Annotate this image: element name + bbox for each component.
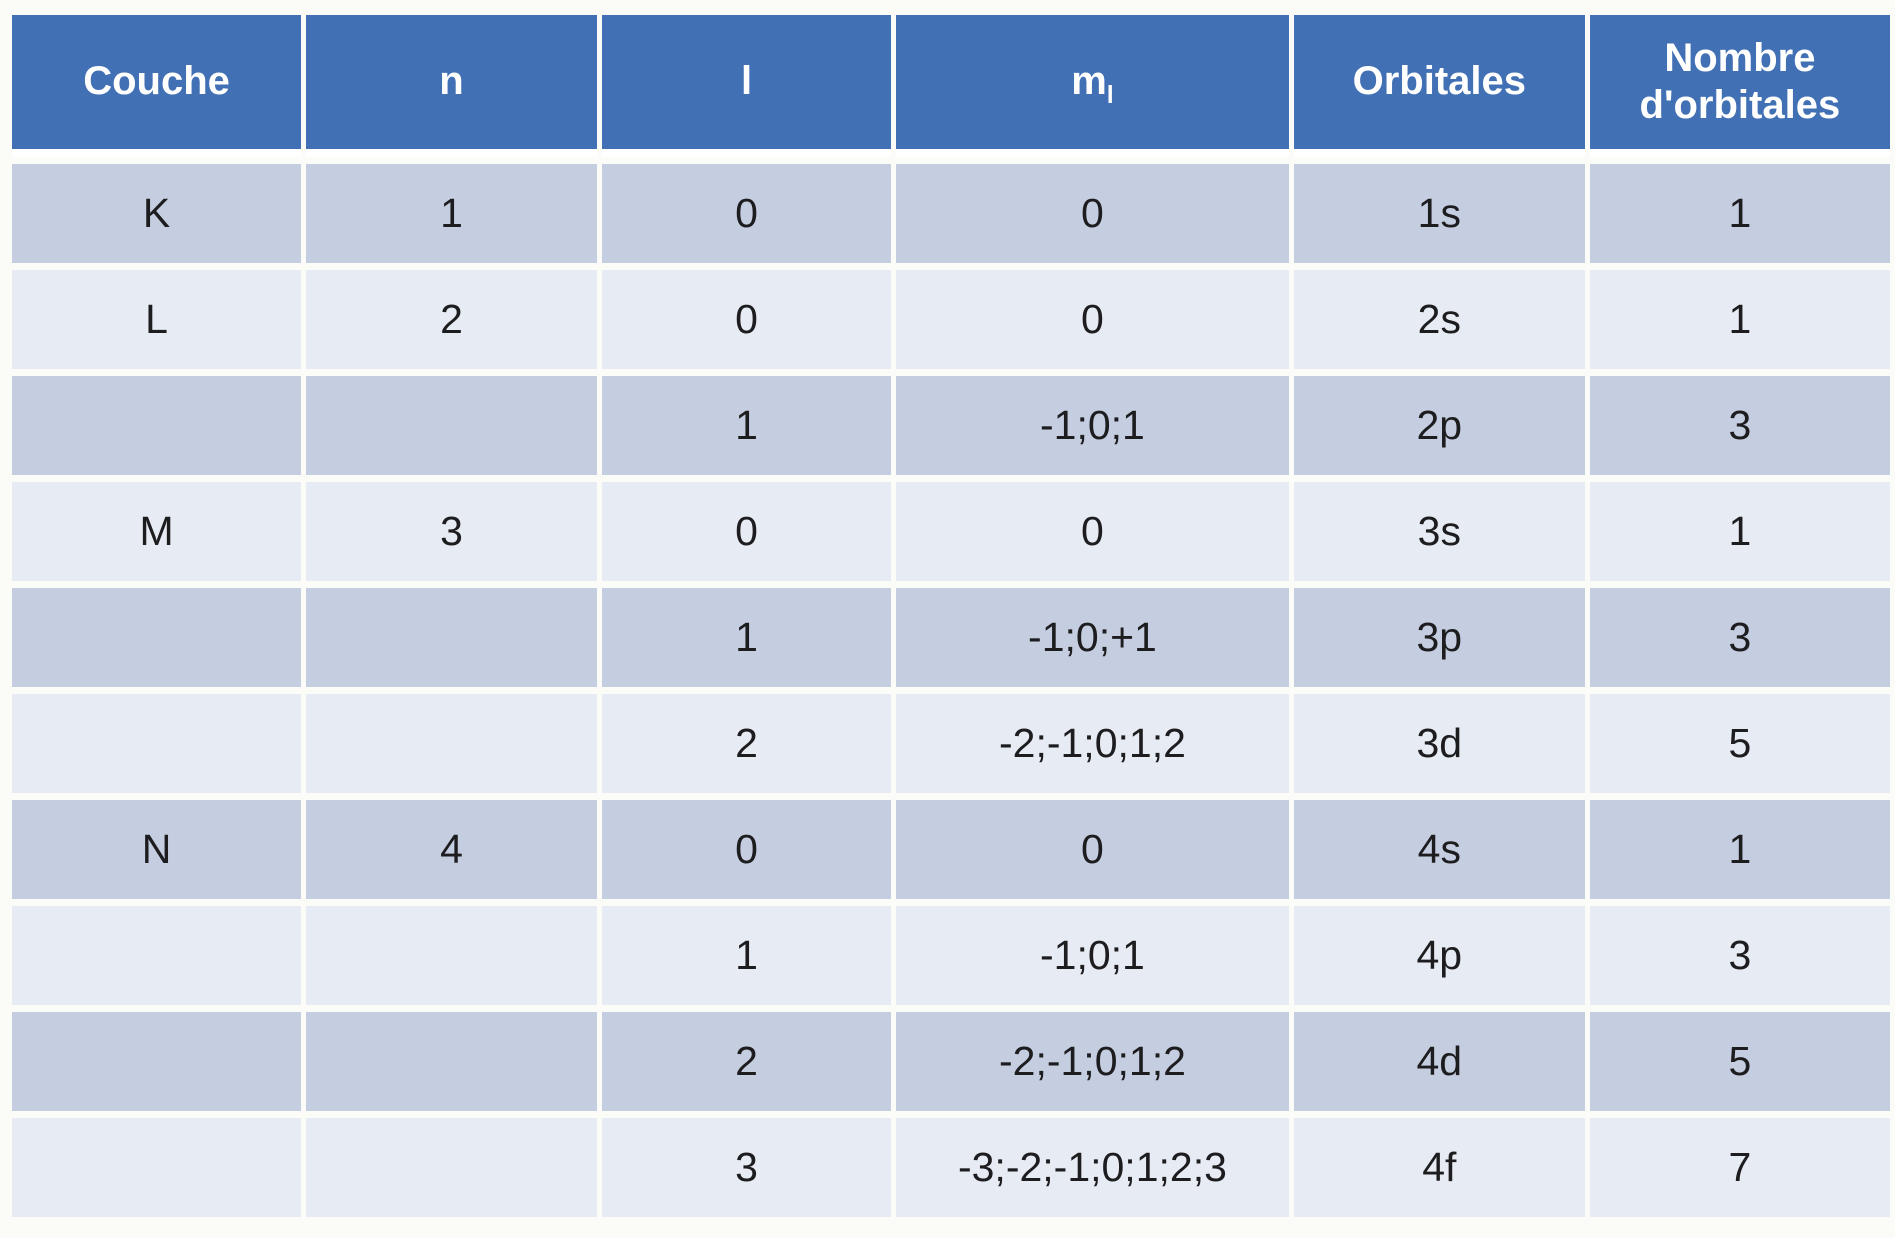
cell-orbitales: 4p bbox=[1293, 906, 1585, 1005]
table-row: 2 -2;-1;0;1;2 4d 5 bbox=[12, 1012, 1890, 1111]
column-header-couche: Couche bbox=[12, 15, 302, 157]
table-body: K 1 0 0 1s 1 L 2 0 0 2s 1 1 -1;0;1 2p 3 M 3 0 0 3s 1 1 -1;0;+1 3… bbox=[12, 164, 1890, 1217]
cell-nombre: 1 bbox=[1589, 800, 1890, 899]
table-row: 1 -1;0;1 4p 3 bbox=[12, 906, 1890, 1005]
cell-couche bbox=[12, 376, 302, 475]
column-header-label: Orbitales bbox=[1352, 59, 1527, 104]
cell-n bbox=[306, 1012, 597, 1111]
column-header-label: m bbox=[1071, 59, 1107, 104]
cell-nombre: 1 bbox=[1589, 482, 1890, 581]
cell-n bbox=[306, 376, 597, 475]
table-header: Couche n l ml Orbitales Nombre d'orbitales bbox=[12, 15, 1890, 157]
cell-orbitales: 4d bbox=[1293, 1012, 1585, 1111]
table-row: L 2 0 0 2s 1 bbox=[12, 270, 1890, 369]
cell-couche bbox=[12, 694, 302, 793]
cell-ml: -1;0;1 bbox=[896, 376, 1289, 475]
cell-n bbox=[306, 588, 597, 687]
cell-n: 1 bbox=[306, 164, 597, 263]
cell-orbitales: 2s bbox=[1293, 270, 1585, 369]
cell-n: 4 bbox=[306, 800, 597, 899]
table-header-row: Couche n l ml Orbitales Nombre d'orbitales bbox=[12, 15, 1890, 157]
column-header-orbitales: Orbitales bbox=[1293, 15, 1585, 157]
cell-couche bbox=[12, 906, 302, 1005]
cell-orbitales: 2p bbox=[1293, 376, 1585, 475]
cell-couche bbox=[12, 1012, 302, 1111]
cell-l: 2 bbox=[601, 694, 892, 793]
cell-ml: -2;-1;0;1;2 bbox=[896, 1012, 1289, 1111]
table-row: M 3 0 0 3s 1 bbox=[12, 482, 1890, 581]
cell-ml: -1;0;+1 bbox=[896, 588, 1289, 687]
cell-orbitales: 1s bbox=[1293, 164, 1585, 263]
cell-l: 1 bbox=[601, 906, 892, 1005]
column-header-n: n bbox=[306, 15, 597, 157]
column-header-nombre: Nombre d'orbitales bbox=[1589, 15, 1890, 157]
cell-nombre: 3 bbox=[1589, 906, 1890, 1005]
cell-l: 0 bbox=[601, 164, 892, 263]
cell-nombre: 1 bbox=[1589, 164, 1890, 263]
table-row: 2 -2;-1;0;1;2 3d 5 bbox=[12, 694, 1890, 793]
cell-couche: K bbox=[12, 164, 302, 263]
column-header-ml: ml bbox=[896, 15, 1289, 157]
cell-orbitales: 3p bbox=[1293, 588, 1585, 687]
cell-l: 0 bbox=[601, 482, 892, 581]
cell-l: 0 bbox=[601, 270, 892, 369]
table-row: K 1 0 0 1s 1 bbox=[12, 164, 1890, 263]
cell-nombre: 5 bbox=[1589, 1012, 1890, 1111]
cell-l: 1 bbox=[601, 376, 892, 475]
table-row: N 4 0 0 4s 1 bbox=[12, 800, 1890, 899]
cell-ml: 0 bbox=[896, 482, 1289, 581]
cell-n: 3 bbox=[306, 482, 597, 581]
table-row: 1 -1;0;1 2p 3 bbox=[12, 376, 1890, 475]
cell-nombre: 5 bbox=[1589, 694, 1890, 793]
cell-ml: -2;-1;0;1;2 bbox=[896, 694, 1289, 793]
cell-nombre: 7 bbox=[1589, 1118, 1890, 1217]
cell-nombre: 3 bbox=[1589, 376, 1890, 475]
cell-orbitales: 3d bbox=[1293, 694, 1585, 793]
column-header-label: l bbox=[740, 59, 753, 104]
cell-couche: N bbox=[12, 800, 302, 899]
cell-l: 3 bbox=[601, 1118, 892, 1217]
cell-ml: 0 bbox=[896, 164, 1289, 263]
cell-orbitales: 4s bbox=[1293, 800, 1585, 899]
table-row: 3 -3;-2;-1;0;1;2;3 4f 7 bbox=[12, 1118, 1890, 1217]
cell-couche bbox=[12, 588, 302, 687]
cell-orbitales: 4f bbox=[1293, 1118, 1585, 1217]
cell-ml: 0 bbox=[896, 800, 1289, 899]
column-header-label: Nombre d'orbitales bbox=[1639, 35, 1841, 127]
cell-nombre: 1 bbox=[1589, 270, 1890, 369]
column-header-label: Couche bbox=[83, 59, 230, 104]
cell-n: 2 bbox=[306, 270, 597, 369]
cell-ml: -3;-2;-1;0;1;2;3 bbox=[896, 1118, 1289, 1217]
cell-orbitales: 3s bbox=[1293, 482, 1585, 581]
cell-couche: L bbox=[12, 270, 302, 369]
cell-n bbox=[306, 694, 597, 793]
cell-l: 1 bbox=[601, 588, 892, 687]
column-header-subscript: l bbox=[1106, 82, 1114, 110]
cell-nombre: 3 bbox=[1589, 588, 1890, 687]
cell-ml: 0 bbox=[896, 270, 1289, 369]
cell-couche bbox=[12, 1118, 302, 1217]
cell-l: 0 bbox=[601, 800, 892, 899]
cell-l: 2 bbox=[601, 1012, 892, 1111]
cell-ml: -1;0;1 bbox=[896, 906, 1289, 1005]
column-header-l: l bbox=[601, 15, 892, 157]
cell-n bbox=[306, 906, 597, 1005]
cell-n bbox=[306, 1118, 597, 1217]
column-header-label: n bbox=[439, 59, 464, 104]
cell-couche: M bbox=[12, 482, 302, 581]
table-row: 1 -1;0;+1 3p 3 bbox=[12, 588, 1890, 687]
